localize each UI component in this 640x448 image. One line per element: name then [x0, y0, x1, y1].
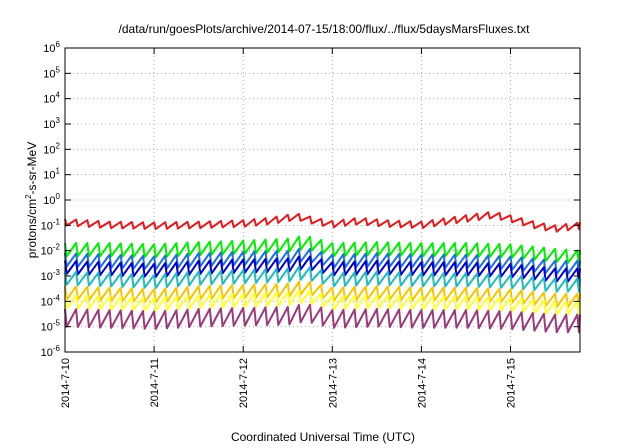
- series-line-4: [64, 255, 581, 283]
- y-tick-label-exponent: -3: [53, 268, 61, 277]
- y-tick-label: 104: [43, 91, 60, 106]
- y-tick-label-base: 10: [43, 170, 55, 182]
- y-tick-label-base: 10: [43, 94, 55, 106]
- y-tick-label-base: 10: [43, 144, 55, 156]
- y-tick-label-exponent: -4: [53, 293, 61, 302]
- x-tick-label: 2014-7-13: [327, 358, 339, 408]
- y-tick-label: 10-3: [41, 268, 61, 283]
- y-tick-label: 106: [43, 40, 60, 55]
- y-tick-label-base: 10: [43, 43, 55, 55]
- y-tick-label: 10-1: [41, 217, 61, 232]
- y-tick-label-base: 10: [43, 119, 55, 131]
- y-axis-title-prefix: protons/cm: [25, 199, 39, 258]
- y-axis-title-suffix: -s-sr-MeV: [25, 142, 39, 195]
- x-tick-label: 2014-7-15: [506, 358, 518, 408]
- y-tick-label-exponent: 1: [56, 167, 61, 176]
- x-axis-title: Coordinated Universal Time (UTC): [231, 430, 415, 444]
- y-tick-label-base: 10: [43, 68, 55, 80]
- y-tick-label-base: 10: [41, 322, 53, 334]
- y-tick-label-base: 10: [41, 347, 53, 359]
- series-line-8: [64, 303, 581, 334]
- series-line-2: [64, 235, 581, 265]
- y-tick-label-exponent: -5: [53, 319, 61, 328]
- series-line-7: [64, 289, 581, 316]
- y-tick-label-exponent: 2: [56, 141, 61, 150]
- y-tick-label-exponent: -2: [53, 243, 61, 252]
- y-tick-label: 10-5: [41, 319, 61, 334]
- x-tick-label: 2014-7-11: [149, 358, 161, 407]
- y-axis-title: protons/cm2-s-sr-MeV: [24, 142, 39, 258]
- y-tick-label-base: 10: [41, 296, 53, 308]
- series-line-1: [64, 211, 581, 233]
- y-tick-label-exponent: 6: [56, 40, 61, 49]
- y-tick-label: 105: [43, 65, 60, 80]
- y-tick-label: 10-4: [41, 293, 61, 308]
- y-tick-label-base: 10: [41, 271, 53, 283]
- y-tick-label-base: 10: [41, 220, 53, 232]
- y-tick-label-base: 10: [43, 195, 55, 207]
- y-tick-label-exponent: 3: [56, 116, 61, 125]
- y-tick-label-exponent: 4: [56, 91, 61, 100]
- y-tick-label: 103: [43, 116, 60, 131]
- x-tick-label: 2014-7-14: [416, 358, 428, 408]
- x-axis-ticks: 2014-7-10 2014-7-11 2014-7-12 2014-7-13 2014…: [60, 48, 518, 408]
- y-tick-label-exponent: -1: [53, 217, 61, 226]
- y-tick-label: 102: [43, 141, 60, 156]
- grid-lines: [65, 48, 580, 352]
- x-tick-label: 2014-7-12: [238, 358, 250, 408]
- y-tick-label: 100: [43, 192, 60, 207]
- y-tick-label-exponent: 5: [56, 65, 61, 74]
- chart-title: /data/run/goesPlots/archive/2014-07-15/1…: [119, 22, 531, 36]
- y-tick-label: 101: [43, 167, 60, 182]
- series-line-5: [64, 265, 581, 293]
- y-tick-label-exponent: -6: [53, 344, 61, 353]
- y-tick-label-base: 10: [41, 246, 53, 258]
- x-tick-label: 2014-7-10: [60, 358, 72, 408]
- y-tick-label: 10-6: [41, 344, 61, 359]
- y-tick-label: 10-2: [41, 243, 61, 258]
- series-group: [64, 211, 581, 334]
- y-tick-label-exponent: 0: [56, 192, 61, 201]
- y-axis-title-sup: 2: [24, 194, 33, 199]
- y-axis-ticks: 10-610-510-410-310-210-11001011021031041…: [41, 40, 580, 359]
